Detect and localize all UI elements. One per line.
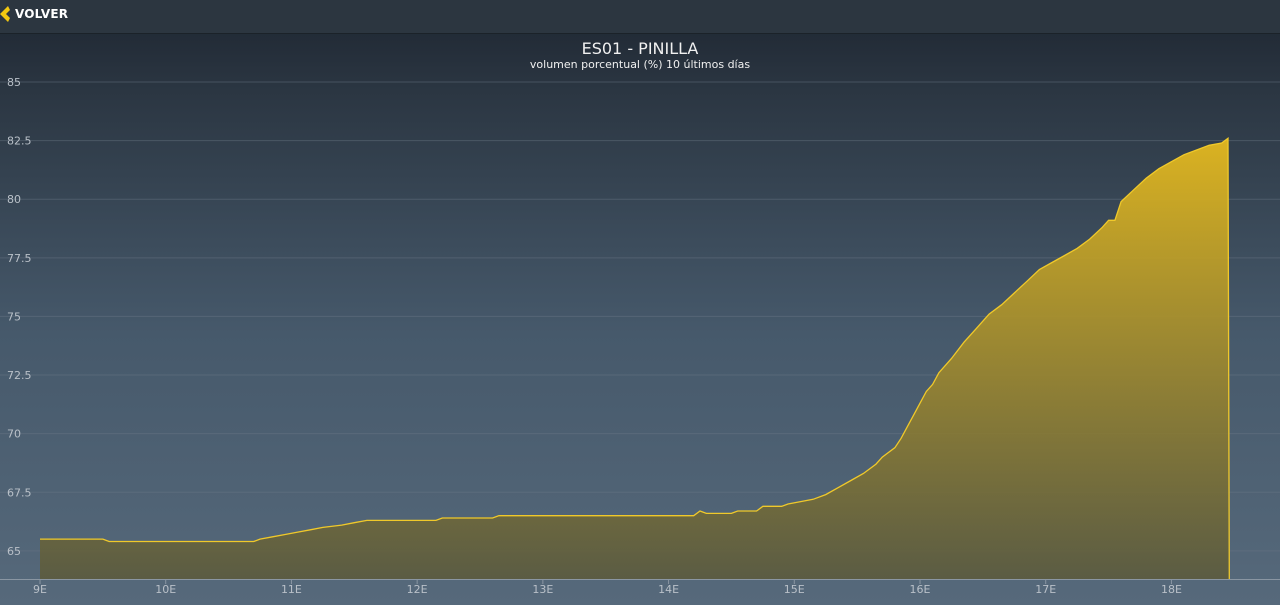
y-tick-label: 82.5 [7, 135, 32, 148]
x-tick-label: 11E [281, 583, 302, 596]
y-tick-label: 70 [7, 428, 21, 441]
x-tick-label: 9E [33, 583, 47, 596]
x-tick-label: 15E [784, 583, 805, 596]
y-tick-label: 65 [7, 545, 21, 558]
x-tick-label: 13E [532, 583, 553, 596]
series-area-fill [40, 138, 1230, 580]
chevron-left-icon [0, 6, 10, 22]
series-area [40, 137, 1230, 580]
y-tick-label: 75 [7, 310, 21, 323]
chart-title: ES01 - PINILLA [581, 39, 699, 58]
x-tick-label: 18E [1161, 583, 1182, 596]
x-tick-label: 14E [658, 583, 679, 596]
x-tick-label: 16E [910, 583, 931, 596]
chart-subtitle: volumen porcentual (%) 10 últimos días [529, 58, 751, 71]
x-tick-label: 12E [407, 583, 428, 596]
x-tick-label: 17E [1035, 583, 1056, 596]
series-line [40, 137, 1230, 580]
x-axis: 9E 10E 11E 12E 13E 14E 15E 16E 17E 18E [0, 579, 1280, 596]
y-tick-label: 80 [7, 193, 21, 206]
y-tick-label: 85 [7, 76, 21, 89]
back-button[interactable]: VOLVER [0, 0, 78, 28]
y-axis: 65 67.5 70 72.5 75 77.5 80 82.5 85 [7, 76, 32, 558]
y-tick-label: 72.5 [7, 369, 32, 382]
back-label: VOLVER [15, 7, 69, 21]
y-tick-label: 77.5 [7, 252, 32, 265]
top-bar: VOLVER [0, 0, 1280, 34]
y-tick-label: 67.5 [7, 486, 32, 499]
x-tick-label: 10E [155, 583, 176, 596]
